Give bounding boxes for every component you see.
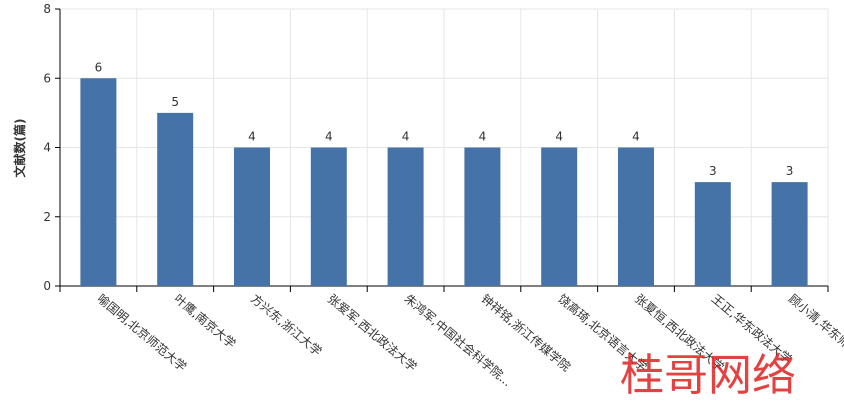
bar bbox=[310, 147, 347, 286]
value-label: 3 bbox=[786, 164, 794, 178]
bar bbox=[771, 182, 808, 286]
value-label: 5 bbox=[171, 95, 179, 109]
watermark: 桂哥网络 bbox=[620, 350, 796, 401]
value-label: 4 bbox=[402, 130, 410, 144]
y-tick-label: 0 bbox=[43, 279, 51, 293]
value-label: 6 bbox=[95, 60, 103, 74]
bar bbox=[464, 147, 501, 286]
value-label: 4 bbox=[479, 130, 487, 144]
y-tick-label: 8 bbox=[43, 2, 51, 16]
y-axis-label: 文献数(篇) bbox=[12, 119, 27, 178]
bar bbox=[387, 147, 424, 286]
value-label: 4 bbox=[248, 130, 256, 144]
bar bbox=[157, 112, 194, 286]
bar bbox=[618, 147, 654, 286]
y-tick-label: 4 bbox=[43, 141, 51, 155]
y-tick-label: 6 bbox=[43, 71, 51, 85]
bar bbox=[80, 78, 117, 286]
value-label: 4 bbox=[325, 130, 333, 144]
bar bbox=[541, 147, 578, 286]
value-label: 4 bbox=[632, 130, 640, 144]
y-tick-label: 2 bbox=[43, 210, 51, 224]
value-label: 3 bbox=[709, 164, 717, 178]
bar bbox=[694, 182, 731, 286]
bar bbox=[234, 147, 270, 286]
x-tick-label: 叶鹰,南京大学 bbox=[171, 291, 239, 351]
x-tick-label: 方兴东,浙江大学 bbox=[248, 291, 325, 359]
value-label: 4 bbox=[555, 130, 563, 144]
